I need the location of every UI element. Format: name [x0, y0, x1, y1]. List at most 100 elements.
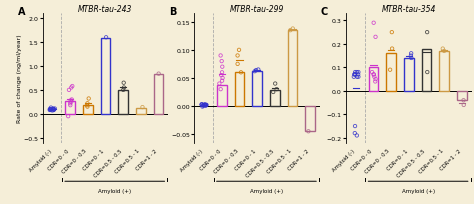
Bar: [235, 73, 244, 106]
Text: Amyloid (+): Amyloid (+): [98, 188, 131, 193]
Text: CDR=0.5 - 1: CDR=0.5 - 1: [266, 148, 292, 174]
Point: [370, 73, 378, 77]
Point: [219, 66, 226, 69]
Text: Amyloid (+): Amyloid (+): [401, 188, 435, 193]
Point: [370, 22, 377, 25]
Point: [50, 109, 57, 112]
Point: [408, 57, 415, 60]
Point: [46, 108, 54, 112]
Point: [47, 106, 55, 110]
Text: C: C: [321, 7, 328, 17]
Point: [217, 88, 225, 91]
Point: [234, 63, 241, 66]
Text: B: B: [169, 7, 177, 17]
Point: [67, 101, 75, 104]
Point: [353, 134, 361, 137]
Point: [102, 37, 110, 40]
Text: CDR=0 - 1: CDR=0 - 1: [82, 148, 105, 171]
Point: [120, 86, 128, 90]
Point: [273, 88, 281, 91]
Bar: [457, 91, 467, 101]
Point: [355, 76, 362, 79]
Point: [219, 80, 226, 83]
Point: [217, 54, 224, 58]
Text: CDR=1 - 2: CDR=1 - 2: [287, 148, 310, 171]
Point: [372, 36, 379, 39]
Point: [46, 108, 54, 111]
Point: [120, 82, 128, 85]
Text: CDR=0 - 1: CDR=0 - 1: [234, 148, 257, 171]
Point: [251, 70, 259, 73]
Point: [355, 71, 362, 74]
Point: [139, 106, 146, 109]
Text: CDR=0 - 1: CDR=0 - 1: [386, 148, 409, 171]
Point: [237, 71, 245, 75]
Point: [423, 31, 431, 35]
Point: [201, 104, 209, 107]
Point: [216, 82, 223, 86]
Point: [460, 99, 467, 102]
Point: [202, 104, 210, 107]
Point: [234, 54, 241, 58]
Point: [388, 48, 396, 51]
Point: [269, 91, 277, 94]
Point: [198, 104, 205, 107]
Point: [198, 103, 206, 106]
Point: [50, 108, 58, 112]
Point: [83, 104, 91, 107]
Bar: [154, 74, 164, 114]
Bar: [439, 52, 449, 91]
Text: CDR=0.5 - 0.5: CDR=0.5 - 0.5: [93, 148, 123, 178]
Point: [407, 55, 415, 58]
Point: [351, 73, 358, 77]
Point: [370, 73, 377, 77]
Text: A: A: [18, 7, 25, 17]
Point: [372, 78, 379, 81]
Point: [202, 104, 210, 108]
Point: [423, 71, 431, 74]
Point: [407, 52, 415, 56]
Point: [219, 77, 227, 80]
Point: [353, 76, 361, 79]
Point: [199, 104, 207, 108]
Point: [351, 73, 359, 77]
Point: [47, 108, 55, 111]
Point: [119, 89, 127, 92]
Point: [202, 104, 210, 108]
Point: [46, 109, 54, 112]
Point: [49, 107, 57, 111]
Title: MTBR-tau-299: MTBR-tau-299: [230, 4, 284, 13]
Text: CDR=0.5 - 0.5: CDR=0.5 - 0.5: [245, 148, 275, 178]
Text: CDR=0.5 - 1: CDR=0.5 - 1: [418, 148, 444, 174]
Point: [350, 76, 357, 79]
Point: [84, 102, 91, 105]
Point: [67, 86, 75, 90]
Point: [371, 76, 378, 79]
Point: [201, 104, 208, 107]
Point: [255, 69, 262, 72]
Point: [69, 85, 76, 88]
Point: [50, 108, 57, 111]
Bar: [386, 54, 396, 91]
Bar: [100, 39, 110, 114]
Point: [235, 49, 243, 52]
Text: CDR=1 - 2: CDR=1 - 2: [439, 148, 462, 171]
Point: [66, 104, 74, 107]
Point: [289, 28, 297, 31]
Point: [372, 80, 379, 84]
Bar: [404, 59, 414, 91]
Point: [83, 105, 91, 109]
Text: CDR=0 - 0: CDR=0 - 0: [199, 148, 222, 171]
Point: [47, 109, 55, 112]
Bar: [136, 108, 146, 114]
Point: [64, 115, 72, 118]
Text: Amyloid (+): Amyloid (+): [250, 188, 283, 193]
Text: CDR=0 - 0.5: CDR=0 - 0.5: [61, 148, 88, 174]
Point: [203, 104, 210, 107]
Point: [67, 99, 74, 103]
Point: [353, 71, 361, 74]
Point: [460, 104, 467, 107]
Point: [439, 48, 447, 51]
Point: [51, 107, 59, 111]
Text: CDR=0 - 0: CDR=0 - 0: [350, 148, 374, 171]
